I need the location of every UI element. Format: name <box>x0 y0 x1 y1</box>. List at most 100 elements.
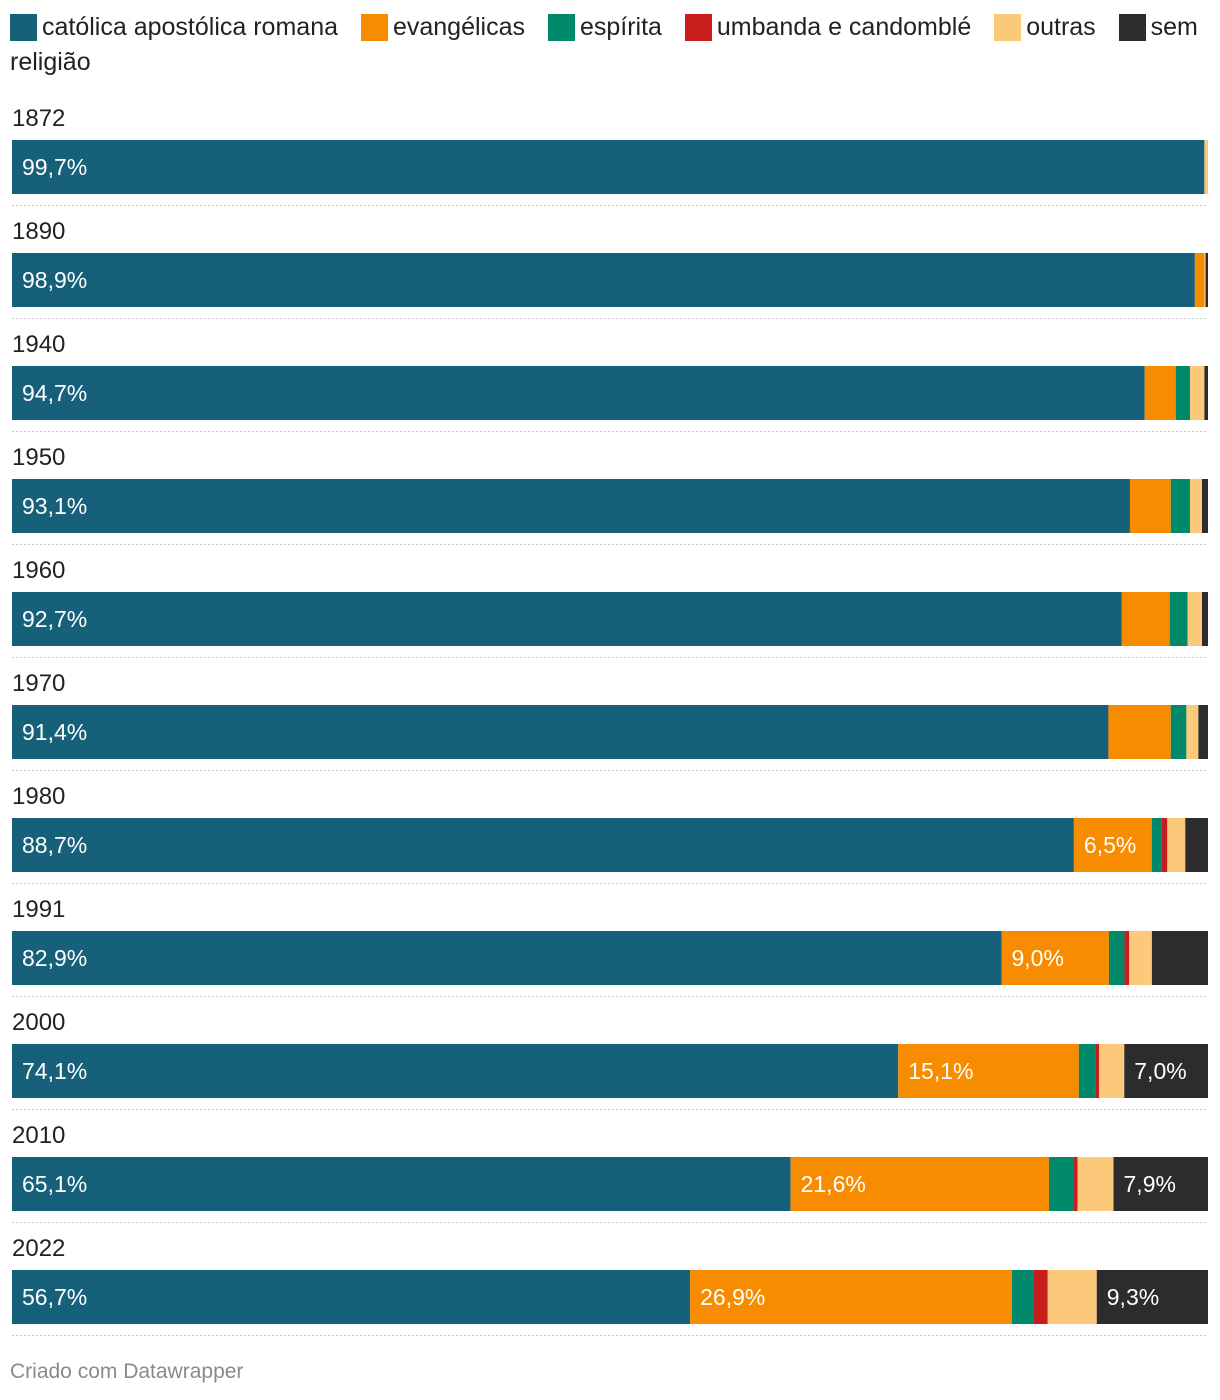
bar-segment <box>1011 1270 1034 1324</box>
bar-segment <box>1048 1157 1075 1211</box>
data-label: 9,3% <box>1107 1284 1159 1310</box>
bar-segment <box>1108 705 1171 759</box>
data-label: 15,1% <box>908 1058 973 1084</box>
data-label: 93,1% <box>22 493 87 519</box>
bar-segment <box>1170 479 1190 533</box>
bar-segment <box>1144 366 1176 420</box>
data-label: 82,9% <box>22 945 87 971</box>
legend-label: evangélicas <box>392 13 525 41</box>
data-label: 65,1% <box>22 1171 87 1197</box>
legend-item: espírita <box>547 13 662 41</box>
year-label: 2000 <box>12 1009 65 1036</box>
bar-segment <box>1073 818 1152 872</box>
bar-segment <box>12 592 1122 646</box>
legend-swatch <box>1118 14 1146 41</box>
bar-segment <box>1129 931 1152 985</box>
bar-segment <box>1047 1270 1097 1324</box>
legend-label: sem religião <box>10 13 1198 76</box>
legend-item: sem religião <box>10 13 1198 76</box>
bar-segment <box>12 1044 899 1098</box>
bar-segment <box>12 705 1109 759</box>
bar-segment <box>1108 931 1125 985</box>
bar-segment <box>1170 705 1187 759</box>
bar-segment <box>1001 931 1109 985</box>
data-label: 98,9% <box>22 267 87 293</box>
bar-segment <box>1198 705 1208 759</box>
footer-credit: Criado com Datawrapper <box>10 1360 244 1383</box>
bar-segment <box>1074 1157 1078 1211</box>
bar-segment <box>1095 1044 1100 1098</box>
bar-segment <box>1204 253 1206 307</box>
bar-segment <box>12 479 1130 533</box>
data-label: 92,7% <box>22 606 87 632</box>
year-label: 1970 <box>12 670 65 697</box>
legend-label: outras <box>1026 13 1096 41</box>
bar-segment <box>1205 253 1208 307</box>
bar-segment <box>1190 366 1205 420</box>
legend-label: espírita <box>579 13 662 41</box>
legend-swatch <box>994 14 1022 41</box>
bar-segment <box>1187 592 1203 646</box>
bar-segment <box>690 1270 1012 1324</box>
bar-segment <box>12 818 1074 872</box>
bar-segment <box>1033 1270 1048 1324</box>
year-label: 1960 <box>12 557 65 584</box>
bar-segment <box>1124 1044 1208 1098</box>
year-label: 2022 <box>12 1235 65 1262</box>
data-label: 56,7% <box>22 1284 87 1310</box>
bar-segment <box>790 1157 1049 1211</box>
bar-segment <box>1202 592 1208 646</box>
year-label: 1872 <box>12 105 65 132</box>
bar-segment <box>12 1270 691 1324</box>
data-label: 26,9% <box>700 1284 765 1310</box>
bar-segment <box>1175 366 1191 420</box>
bar-segment <box>1161 818 1168 872</box>
data-label: 74,1% <box>22 1058 87 1084</box>
bar-segment <box>1186 705 1199 759</box>
data-label: 9,0% <box>1012 945 1064 971</box>
legend-item: outras <box>994 13 1096 41</box>
bar-segment <box>1151 818 1162 872</box>
bar-segment <box>12 1157 791 1211</box>
year-label: 2010 <box>12 1122 65 1149</box>
legend-swatch <box>684 14 712 41</box>
legend-item: evangélicas <box>360 13 525 41</box>
bar-segment <box>12 253 1195 307</box>
legend-swatch <box>547 14 575 41</box>
year-label: 1980 <box>12 783 65 810</box>
bar-segment <box>1185 818 1208 872</box>
data-label: 6,5% <box>1084 832 1136 858</box>
data-label: 7,9% <box>1124 1171 1176 1197</box>
bar-segment <box>1151 931 1208 985</box>
bar-segment <box>1204 366 1208 420</box>
bar-segment <box>1204 140 1208 194</box>
bar-segment <box>1077 1157 1114 1211</box>
data-label: 94,7% <box>22 380 87 406</box>
bar-segment <box>1096 1270 1208 1324</box>
legend-label: católica apostólica romana <box>42 13 338 41</box>
bar-segment <box>1121 592 1170 646</box>
legend-swatch <box>360 14 388 41</box>
year-label: 1940 <box>12 331 65 358</box>
legend-item: católica apostólica romana <box>10 13 338 41</box>
year-label: 1950 <box>12 444 65 471</box>
bar-segment <box>1189 479 1202 533</box>
legend-item: umbanda e candomblé <box>684 13 972 41</box>
bar-segment <box>1124 931 1130 985</box>
bar-segment <box>1202 479 1208 533</box>
chart-legend: católica apostólica romana evangélicas e… <box>10 10 1200 80</box>
data-label: 7,0% <box>1134 1058 1186 1084</box>
legend-label: umbanda e candomblé <box>716 13 972 41</box>
bar-segment <box>1113 1157 1208 1211</box>
year-label: 1991 <box>12 896 65 923</box>
stacked-bar-chart: 1872 99,7% 1890 98,9% 1940 94,7% 1950 93,1% 1960… <box>12 105 1208 1336</box>
bar-segment <box>1194 253 1205 307</box>
year-label: 1890 <box>12 218 65 245</box>
data-label: 21,6% <box>801 1171 866 1197</box>
bar-segment <box>1129 479 1171 533</box>
legend-swatch <box>10 14 37 41</box>
bar-segment <box>1078 1044 1096 1098</box>
data-label: 99,7% <box>22 154 87 180</box>
bar-segment <box>1169 592 1188 646</box>
bar-segment <box>1167 818 1186 872</box>
